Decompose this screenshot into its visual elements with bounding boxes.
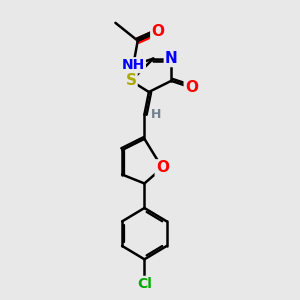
Text: O: O — [156, 160, 169, 175]
Text: NH: NH — [122, 58, 145, 72]
Text: O: O — [151, 24, 164, 39]
Text: Cl: Cl — [137, 277, 152, 291]
Text: S: S — [125, 74, 136, 88]
Text: N: N — [165, 51, 178, 66]
Text: O: O — [185, 80, 198, 95]
Text: H: H — [151, 108, 161, 121]
